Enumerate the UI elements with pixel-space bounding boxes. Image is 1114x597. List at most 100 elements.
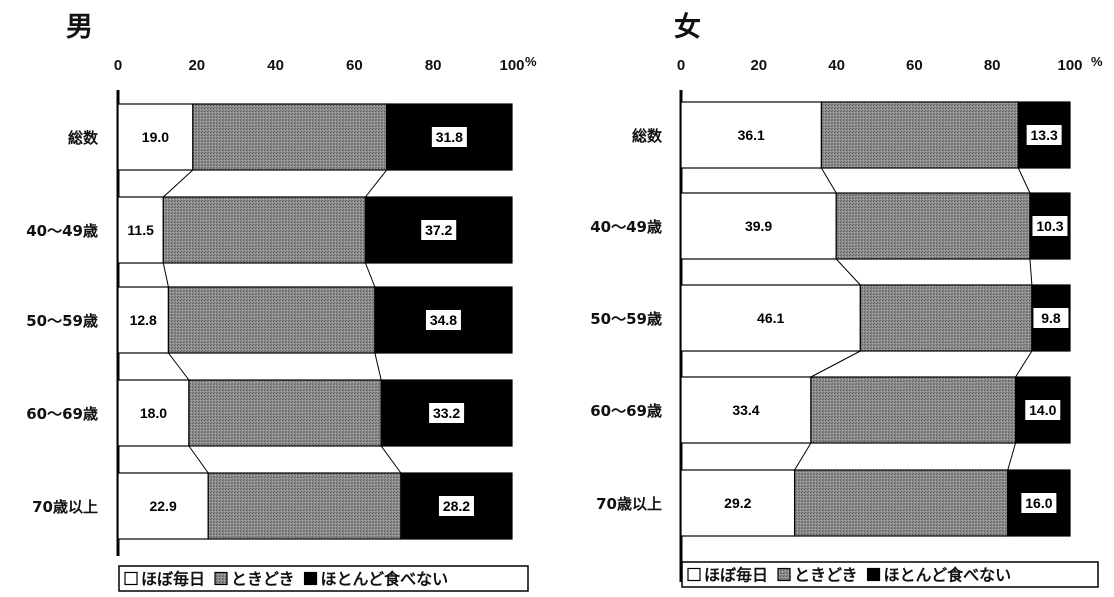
connector-line	[162, 169, 194, 198]
bar-segment	[117, 196, 164, 264]
chart-male: 男 0 20 40 60 80 100 % 総数 19.0 31.8 40～49歳 11.5 37.2 50…	[26, 12, 537, 592]
chart-title: 男	[66, 12, 93, 43]
bar-segment	[167, 286, 376, 354]
data-label: 19.0	[142, 129, 169, 145]
data-label: 31.8	[436, 129, 463, 145]
category-label: 50～59歳	[26, 312, 98, 330]
data-label-box	[425, 310, 461, 330]
legend-swatch	[303, 571, 318, 586]
data-label: 34.8	[430, 312, 457, 328]
connector-line	[365, 169, 388, 198]
data-label: 10.3	[1036, 218, 1063, 234]
x-tick-label: 20	[188, 57, 205, 74]
legend-swatch	[866, 567, 881, 582]
data-label-box	[1026, 125, 1062, 145]
legend-label: ときどき	[794, 566, 858, 585]
connector-line	[1007, 442, 1017, 471]
x-tick-label: 100	[1057, 57, 1082, 74]
x-tick-label: 100	[499, 57, 524, 74]
bar-segment	[1014, 376, 1071, 444]
category-label: 40～49歳	[590, 218, 662, 236]
bar-segment	[793, 469, 1009, 537]
connector-line	[810, 350, 861, 378]
data-label: 39.9	[745, 218, 772, 234]
connector-line	[162, 262, 169, 288]
legend-box	[681, 561, 1099, 588]
category-label: 総数	[632, 127, 663, 145]
data-label: 12.8	[130, 312, 157, 328]
data-label-box	[429, 403, 465, 423]
category-label: 70歳以上	[32, 498, 98, 516]
connector-line	[188, 445, 209, 474]
data-label: 18.0	[140, 405, 167, 421]
bar-segment	[820, 101, 1019, 169]
connector-line	[364, 262, 376, 288]
connector-line	[820, 167, 837, 194]
bar-segment	[859, 284, 1033, 352]
bar-segment	[117, 472, 209, 540]
x-tick-label: 80	[425, 57, 442, 74]
legend-label: ほぼ毎日	[704, 566, 768, 585]
bar-segment	[680, 284, 861, 352]
legend-label: ほとんど食べない	[884, 566, 1012, 585]
data-label: 29.2	[724, 495, 751, 511]
data-label-box	[438, 496, 474, 516]
connector-line	[1029, 258, 1033, 286]
connector-line	[835, 258, 861, 286]
category-label: 50～59歳	[590, 310, 662, 328]
legend-swatch	[777, 567, 791, 582]
data-label: 33.2	[433, 405, 460, 421]
legend: ほぼ毎日 ときどき ほとんど食べない	[681, 561, 1099, 588]
bar-segment	[207, 472, 402, 540]
data-label: 13.3	[1031, 127, 1058, 143]
x-tick-label: 40	[828, 57, 845, 74]
data-label: 11.5	[127, 222, 154, 238]
x-tick-label: 40	[267, 57, 284, 74]
data-label: 46.1	[757, 310, 784, 326]
connector-line	[1015, 350, 1033, 378]
connector-line	[380, 445, 402, 474]
x-tick-label: 0	[677, 57, 685, 74]
data-label: 33.4	[732, 402, 759, 418]
bar-segment	[188, 379, 382, 447]
data-label-box	[1021, 493, 1057, 513]
bar-segment	[192, 103, 388, 171]
x-unit-label: %	[525, 54, 537, 69]
data-label: 28.2	[443, 498, 470, 514]
data-label-box	[1032, 216, 1068, 236]
data-label: 37.2	[425, 222, 452, 238]
legend-swatch	[214, 571, 228, 586]
data-label-box	[1025, 400, 1061, 420]
bar-segment	[680, 192, 837, 260]
x-unit-label: %	[1091, 54, 1103, 69]
category-label: 40～49歳	[26, 222, 98, 240]
bar-segment	[810, 376, 1017, 444]
data-label: 9.8	[1041, 310, 1061, 326]
connector-line	[168, 352, 190, 381]
category-label: 70歳以上	[596, 495, 662, 513]
data-label: 16.0	[1025, 495, 1052, 511]
x-tick-label: 20	[750, 57, 767, 74]
chart-female: 女 0 20 40 60 80 100 % 総数 36.1 13.3 40～49歳 39.9 10.3 50…	[590, 11, 1103, 588]
data-label: 36.1	[738, 127, 765, 143]
legend: ほぼ毎日 ときどき ほとんど食べない	[118, 565, 529, 592]
data-label-box	[1033, 308, 1069, 328]
x-tick-label: 60	[906, 57, 923, 74]
x-tick-label: 60	[346, 57, 363, 74]
legend-label: ほぼ毎日	[141, 570, 205, 589]
bar-segment	[117, 286, 170, 354]
category-label: 60～69歳	[590, 402, 662, 420]
legend-label: ときどき	[231, 570, 295, 589]
bar-segment	[117, 379, 190, 447]
connector-line	[794, 442, 812, 471]
x-tick-label: 0	[114, 57, 122, 74]
data-label: 14.0	[1029, 402, 1056, 418]
connector-line	[374, 352, 382, 381]
bar-segment	[162, 196, 367, 264]
x-tick-label: 80	[984, 57, 1001, 74]
category-label: 60～69歳	[26, 405, 98, 423]
data-label-box	[431, 127, 467, 147]
legend-box	[118, 565, 529, 592]
connector-line	[1017, 167, 1031, 194]
